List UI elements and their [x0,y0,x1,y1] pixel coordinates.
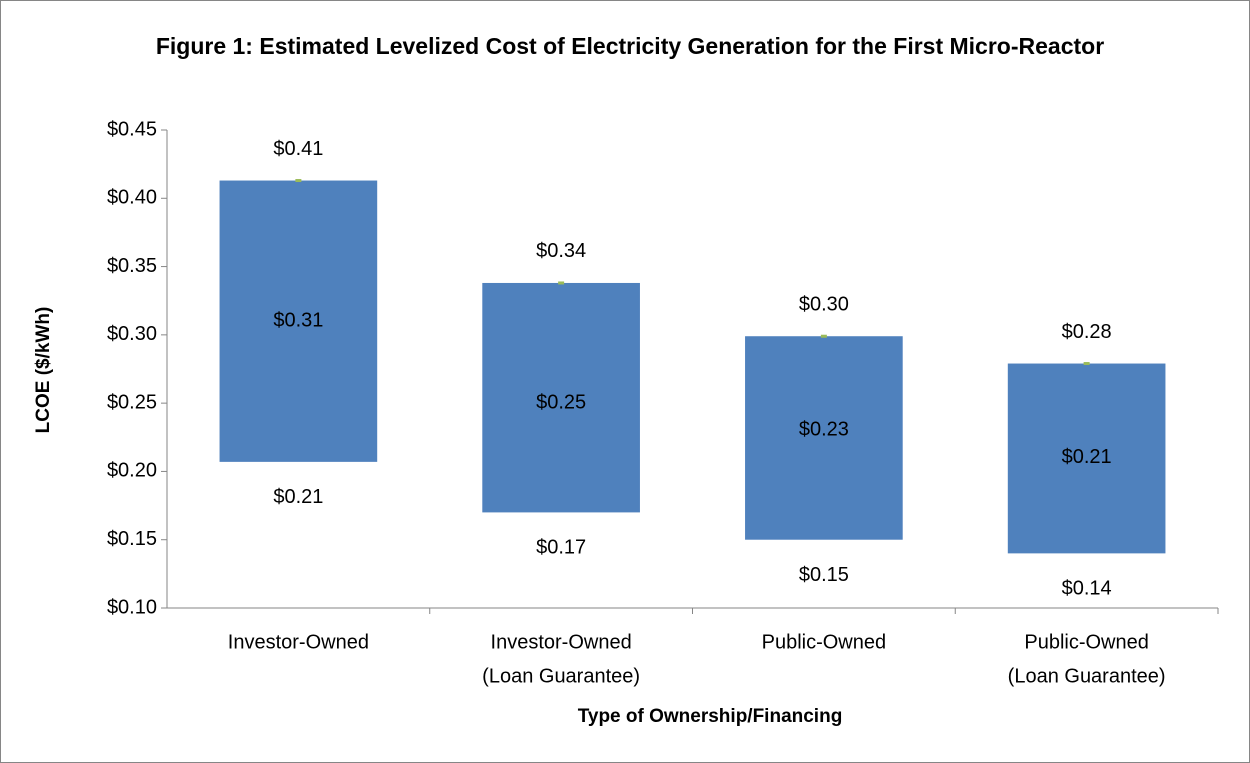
mid-label: $0.21 [1062,446,1112,468]
high-label: $0.41 [273,138,323,160]
y-tick-label: $0.35 [107,255,157,277]
range-bar [482,282,640,513]
y-tick-label: $0.45 [107,118,157,140]
x-tick-label: Public-Owned [762,631,887,653]
chart-title: Figure 1: Estimated Levelized Cost of El… [155,33,1105,59]
high-label: $0.28 [1062,321,1112,343]
x-axis-title: Type of Ownership/Financing [578,706,843,727]
range-bar [219,180,378,462]
range-bar [745,336,903,540]
range-bar [1007,363,1166,554]
y-tick-label: $0.15 [107,528,157,550]
low-label: $0.21 [273,486,323,508]
x-tick-label: Investor-Owned [491,631,632,653]
x-tick-label: Investor-Owned [228,631,369,653]
mid-label: $0.23 [799,419,849,441]
y-axis-title: LCOE ($/kWh) [33,307,54,434]
low-label: $0.14 [1062,578,1112,600]
high-label: $0.30 [799,294,849,316]
mid-label: $0.25 [536,391,586,413]
y-tick-label: $0.20 [107,460,157,482]
low-label: $0.15 [799,564,849,586]
y-tick-label: $0.25 [107,391,157,413]
high-label: $0.34 [536,240,586,262]
x-tick-label: (Loan Guarantee) [482,665,640,687]
y-tick-label: $0.40 [107,187,157,209]
x-tick-label: (Loan Guarantee) [1008,665,1166,687]
y-tick-label: $0.30 [107,323,157,345]
mid-label: $0.31 [273,309,323,331]
low-label: $0.17 [536,537,586,559]
y-tick-label: $0.10 [107,596,157,618]
x-tick-label: Public-Owned [1024,631,1149,653]
